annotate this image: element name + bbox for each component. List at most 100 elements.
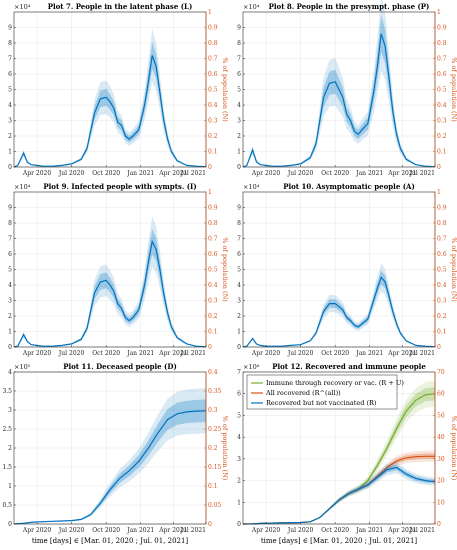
x-tick-label: Oct 2020 [92, 350, 120, 357]
y-right-tick-label: 0.3 [437, 118, 447, 125]
y-right-tick-label: 0.5 [437, 267, 447, 274]
series-band [14, 28, 206, 167]
x-tick-label: Apr 2021 [387, 350, 416, 357]
chart-title: Plot 11. Deceased people (D) [63, 362, 177, 371]
y-right-tick-label: 0.9 [437, 25, 447, 32]
y-tick-label: 9 [8, 25, 12, 32]
y-multiplier: ×10⁴ [14, 3, 31, 11]
series-band [14, 42, 206, 167]
y-right-tick-label: 0.7 [437, 56, 447, 63]
x-tick-label: Jul 2020 [287, 527, 314, 534]
y-right-axis-label: % of population (N) [221, 416, 229, 481]
chart-title: Plot 7. People in the latent phase (L) [48, 2, 193, 11]
y-tick-label: 8 [237, 220, 241, 227]
y-right-tick-label: 0.8 [208, 40, 218, 47]
y-right-tick-label: 0.7 [208, 236, 218, 243]
series-band [14, 229, 206, 347]
y-tick-label: 7 [237, 369, 241, 376]
x-tick-label: Apr 2020 [22, 350, 51, 357]
series-band [14, 216, 206, 347]
y-right-tick-label: 0.6 [208, 71, 218, 78]
y-right-tick-label: 0.4 [208, 369, 218, 376]
series-band [14, 399, 206, 524]
y-tick-label: 2 [237, 478, 241, 485]
series-line [242, 33, 436, 168]
y-right-tick-label: 0.9 [437, 205, 447, 212]
y-tick-label: 0 [237, 344, 241, 351]
series-band [14, 388, 206, 524]
y-right-tick-label: 0.4 [437, 282, 447, 289]
legend-entry: Recovered but not vaccinated (R) [266, 399, 377, 407]
y-right-tick-label: 0.9 [208, 205, 218, 212]
y-tick-label: 4 [237, 102, 241, 109]
y-right-tick-label: 0.3 [437, 298, 447, 305]
y-tick-label: 2 [8, 313, 12, 320]
y-right-tick-label: 1 [437, 189, 441, 196]
y-tick-label: 3 [237, 118, 241, 125]
y-tick-label: 9 [237, 25, 241, 32]
y-tick-label: 7 [8, 56, 12, 63]
x-tick-label: Apr 2020 [251, 170, 280, 177]
y-tick-label: 1.5 [2, 464, 12, 471]
x-tick-label: Jul 2020 [287, 350, 314, 357]
y-tick-label: 0 [8, 344, 12, 351]
y-tick-label: 7 [8, 236, 12, 243]
y-tick-label: 1 [237, 499, 241, 506]
x-tick-label: Jul 2020 [287, 170, 314, 177]
y-right-tick-label: 10 [437, 499, 445, 506]
y-right-tick-label: 0.1 [208, 483, 218, 490]
x-tick-label: Apr 2020 [251, 527, 280, 534]
y-right-tick-label: 0.7 [437, 236, 447, 243]
x-tick-label: Jan 2021 [355, 527, 383, 534]
y-right-axis-label: % of population (N) [450, 416, 457, 481]
y-tick-label: 6 [237, 251, 241, 258]
y-tick-label: 7 [237, 236, 241, 243]
y-multiplier: ×10⁴ [243, 183, 260, 191]
x-tick-label: Jul 2020 [58, 170, 85, 177]
legend: Immune through recovery or vac. (R + U) A… [246, 374, 404, 410]
x-axis-label: time [days] ∈ [Mar. 01, 2020 ; Jul. 01, … [32, 537, 189, 545]
chart-title: Plot 9. Infected people with sympts. (I) [43, 182, 196, 191]
x-tick-label: Jul 2021 [409, 170, 435, 177]
y-right-axis-label: % of population (N) [450, 237, 457, 302]
chart-p9: 0 1 2 3 4 5 6 7 8 9 0 0.1 0.2 0.3 0.4 0.5 0.6 0.7 0.8 0.9 1 A… [8, 182, 229, 357]
y-tick-label: 3 [8, 407, 12, 414]
x-tick-label: Jul 2020 [58, 527, 85, 534]
y-tick-label: 2.5 [2, 426, 12, 433]
y-tick-label: 4 [8, 102, 12, 109]
y-right-tick-label: 1 [437, 9, 441, 16]
y-right-tick-label: 0.5 [437, 87, 447, 94]
y-tick-label: 9 [237, 205, 241, 212]
x-tick-label: Apr 2021 [387, 527, 416, 534]
series-line [242, 276, 436, 348]
x-tick-label: Jul 2021 [180, 170, 206, 177]
y-right-tick-label: 0.1 [208, 329, 218, 336]
legend-entry: Immune through recovery or vac. (R + U) [266, 379, 404, 387]
y-right-tick-label: 0.8 [437, 220, 447, 227]
legend-box [246, 374, 398, 410]
series-line [13, 410, 207, 525]
y-right-tick-label: 0.2 [208, 133, 218, 140]
y-tick-label: 5 [237, 267, 241, 274]
y-right-tick-label: 0.4 [208, 282, 218, 289]
y-tick-label: 3 [8, 298, 12, 305]
y-right-tick-label: 0 [437, 521, 441, 528]
y-right-tick-label: 70 [437, 369, 445, 376]
y-right-tick-label: 0 [208, 521, 212, 528]
y-tick-label: 0 [8, 164, 12, 171]
series-band [243, 461, 435, 524]
x-tick-label: Apr 2021 [158, 170, 187, 177]
y-tick-label: 4 [8, 282, 12, 289]
y-right-tick-label: 0 [437, 164, 441, 171]
y-right-tick-label: 0.6 [437, 71, 447, 78]
y-tick-label: 3 [237, 298, 241, 305]
y-right-tick-label: 1 [208, 189, 212, 196]
series-band [243, 0, 435, 167]
y-right-tick-label: 40 [437, 434, 445, 441]
y-tick-label: 0.5 [2, 502, 12, 509]
y-right-tick-label: 0 [437, 344, 441, 351]
y-right-tick-label: 0.25 [208, 426, 222, 433]
y-right-tick-label: 0.2 [437, 133, 447, 140]
x-tick-label: Jul 2020 [58, 350, 85, 357]
